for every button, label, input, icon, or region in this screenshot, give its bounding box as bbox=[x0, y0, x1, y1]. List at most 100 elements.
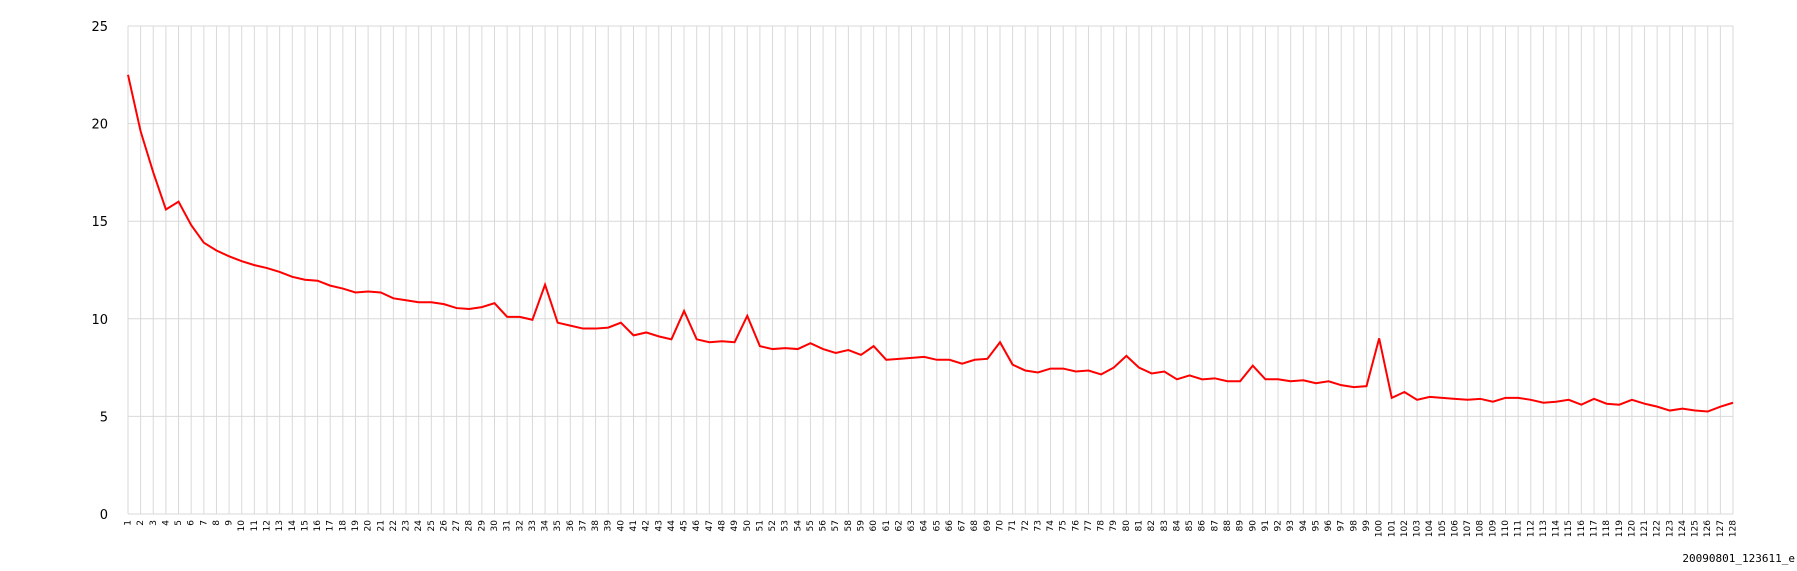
x-tick-label: 97 bbox=[1337, 520, 1347, 531]
x-tick-label: 29 bbox=[477, 520, 487, 532]
x-tick-label: 48 bbox=[717, 520, 727, 532]
x-tick-label: 93 bbox=[1286, 520, 1296, 531]
x-tick-label: 78 bbox=[1097, 520, 1107, 532]
x-tick-label: 103 bbox=[1413, 520, 1423, 537]
x-tick-label: 57 bbox=[831, 520, 841, 531]
x-tick-label: 66 bbox=[945, 520, 955, 532]
x-tick-label: 28 bbox=[465, 520, 475, 532]
x-tick-label: 84 bbox=[1172, 520, 1182, 532]
x-tick-label: 18 bbox=[338, 520, 348, 532]
x-tick-label: 72 bbox=[1021, 520, 1031, 531]
x-tick-label: 27 bbox=[452, 520, 462, 531]
x-tick-label: 100 bbox=[1375, 520, 1385, 537]
x-tick-label: 31 bbox=[503, 520, 513, 531]
x-tick-label: 91 bbox=[1261, 520, 1271, 531]
y-tick-label: 20 bbox=[91, 118, 108, 133]
x-tick-label: 21 bbox=[376, 520, 386, 531]
x-tick-label: 7 bbox=[199, 520, 209, 526]
x-tick-label: 79 bbox=[1109, 520, 1119, 532]
x-tick-label: 24 bbox=[414, 520, 424, 532]
x-tick-label: 46 bbox=[692, 520, 702, 532]
x-tick-label: 19 bbox=[351, 520, 361, 532]
x-tick-label: 110 bbox=[1501, 520, 1511, 537]
x-tick-label: 115 bbox=[1564, 520, 1574, 537]
x-tick-label: 33 bbox=[528, 520, 538, 531]
x-tick-label: 51 bbox=[755, 520, 765, 531]
x-tick-label: 11 bbox=[250, 520, 260, 531]
y-tick-label: 10 bbox=[91, 313, 108, 328]
y-tick-label: 5 bbox=[100, 410, 108, 425]
x-tick-label: 26 bbox=[439, 520, 449, 532]
x-tick-label: 68 bbox=[970, 520, 980, 532]
x-tick-label: 62 bbox=[894, 520, 904, 531]
x-tick-label: 9 bbox=[225, 520, 235, 526]
x-tick-label: 1 bbox=[124, 520, 134, 526]
x-tick-label: 90 bbox=[1248, 520, 1258, 532]
x-tick-label: 104 bbox=[1425, 520, 1435, 537]
annotation: 20090801_123611_e bbox=[1682, 552, 1795, 565]
x-tick-label: 67 bbox=[958, 520, 968, 531]
x-tick-label: 81 bbox=[1135, 520, 1145, 531]
x-tick-label: 125 bbox=[1691, 520, 1701, 537]
x-tick-label: 87 bbox=[1210, 520, 1220, 531]
x-tick-label: 92 bbox=[1274, 520, 1284, 531]
x-tick-label: 77 bbox=[1084, 520, 1094, 531]
x-tick-label: 2 bbox=[136, 520, 146, 526]
x-tick-label: 15 bbox=[300, 520, 310, 531]
x-tick-label: 75 bbox=[1059, 520, 1069, 531]
x-tick-label: 105 bbox=[1438, 520, 1448, 537]
x-tick-label: 122 bbox=[1653, 520, 1663, 537]
x-tick-label: 80 bbox=[1122, 520, 1132, 532]
x-tick-label: 58 bbox=[844, 520, 854, 532]
x-tick-label: 116 bbox=[1577, 520, 1587, 537]
x-tick-label: 55 bbox=[806, 520, 816, 531]
x-tick-label: 121 bbox=[1640, 520, 1650, 537]
x-tick-label: 50 bbox=[743, 520, 753, 532]
x-tick-label: 39 bbox=[604, 520, 614, 532]
x-tick-label: 22 bbox=[389, 520, 399, 531]
x-tick-label: 6 bbox=[187, 520, 197, 526]
x-tick-label: 96 bbox=[1324, 520, 1334, 532]
x-tick-label: 52 bbox=[768, 520, 778, 531]
y-tick-label: 0 bbox=[100, 508, 108, 523]
x-tick-label: 107 bbox=[1463, 520, 1473, 537]
x-tick-label: 71 bbox=[1008, 520, 1018, 531]
x-tick-label: 95 bbox=[1311, 520, 1321, 531]
x-tick-label: 25 bbox=[427, 520, 437, 531]
line bbox=[127, 74, 1734, 413]
x-tick-label: 13 bbox=[275, 520, 285, 531]
x-tick-label: 120 bbox=[1627, 520, 1637, 537]
x-tick-label: 112 bbox=[1526, 520, 1536, 537]
x-tick-label: 45 bbox=[680, 520, 690, 531]
x-tick-label: 60 bbox=[869, 520, 879, 532]
x-tick-label: 76 bbox=[1071, 520, 1081, 532]
x-tick-label: 83 bbox=[1160, 520, 1170, 531]
x-tick-label: 111 bbox=[1514, 520, 1524, 537]
x-tick-label: 36 bbox=[566, 520, 576, 532]
x-tick-label: 41 bbox=[629, 520, 639, 531]
x-tick-label: 59 bbox=[856, 520, 866, 532]
x-tick-label: 127 bbox=[1716, 520, 1726, 537]
x-tick-label: 16 bbox=[313, 520, 323, 532]
x-tick-label: 35 bbox=[553, 520, 563, 531]
x-tick-label: 117 bbox=[1589, 520, 1599, 537]
x-tick-label: 86 bbox=[1198, 520, 1208, 532]
x-tick-label: 23 bbox=[402, 520, 412, 531]
x-tick-label: 94 bbox=[1299, 520, 1309, 532]
x-tick-label: 4 bbox=[161, 520, 171, 526]
x-tick-label: 126 bbox=[1703, 520, 1713, 537]
x-tick-label: 8 bbox=[212, 520, 222, 526]
x-tick-label: 102 bbox=[1400, 520, 1410, 537]
x-tick-label: 88 bbox=[1223, 520, 1233, 532]
x-tick-label: 49 bbox=[730, 520, 740, 532]
x-tick-label: 114 bbox=[1552, 520, 1562, 537]
x-tick-label: 101 bbox=[1387, 520, 1397, 537]
x-tick-label: 74 bbox=[1046, 520, 1056, 532]
x-tick-label: 128 bbox=[1729, 520, 1739, 537]
x-tick-label: 10 bbox=[237, 520, 247, 532]
x-tick-label: 124 bbox=[1678, 520, 1688, 537]
x-tick-label: 56 bbox=[819, 520, 829, 532]
x-tick-label: 20 bbox=[364, 520, 374, 532]
x-tick-label: 12 bbox=[263, 520, 273, 531]
